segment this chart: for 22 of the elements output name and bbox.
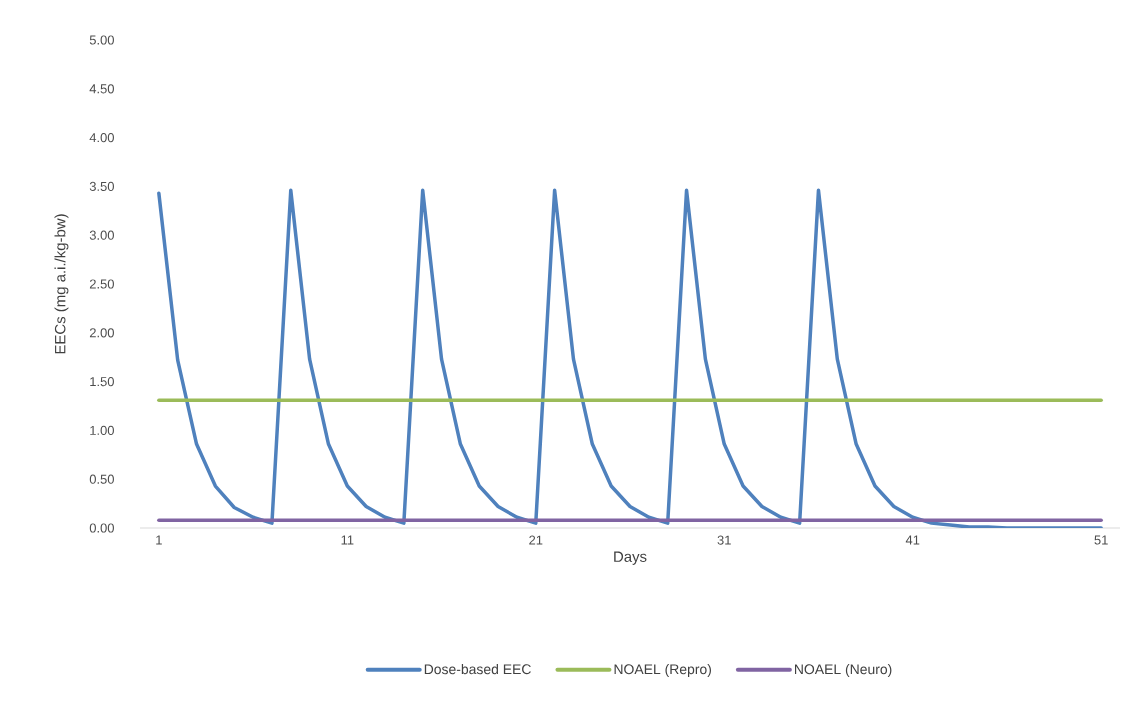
legend-label: Dose-based EEC [424,663,531,675]
y-tick-label: 1.00 [90,425,114,435]
y-tick-label: 0.00 [89,523,114,533]
y-tick-label: 1.50 [90,377,114,387]
x-tick-label: 41 [905,535,920,545]
y-tick-label: 5.00 [89,35,114,45]
x-tick-label: 51 [1094,535,1108,545]
x-tick-label: 11 [341,535,354,545]
x-tick-label: 21 [529,535,543,545]
y-tick-label: 3.50 [89,181,114,191]
y-tick-label: 2.00 [89,328,114,338]
y-tick-label: 3.00 [89,230,114,240]
x-axis-title: Days [614,551,647,565]
y-tick-label: 4.00 [89,133,114,143]
x-tick-label: 1 [156,535,162,545]
x-tick-label: 31 [717,535,731,545]
y-tick-label: 2.50 [89,279,114,289]
y-axis-title: EECs (mg a.i./kg-bw) [54,214,69,354]
legend-label: NOAEL (Repro) [614,663,711,677]
y-tick-label: 4.50 [89,84,114,94]
legend-label: NOAEL (Neuro) [795,663,892,677]
y-tick-label: 0.50 [89,474,114,484]
